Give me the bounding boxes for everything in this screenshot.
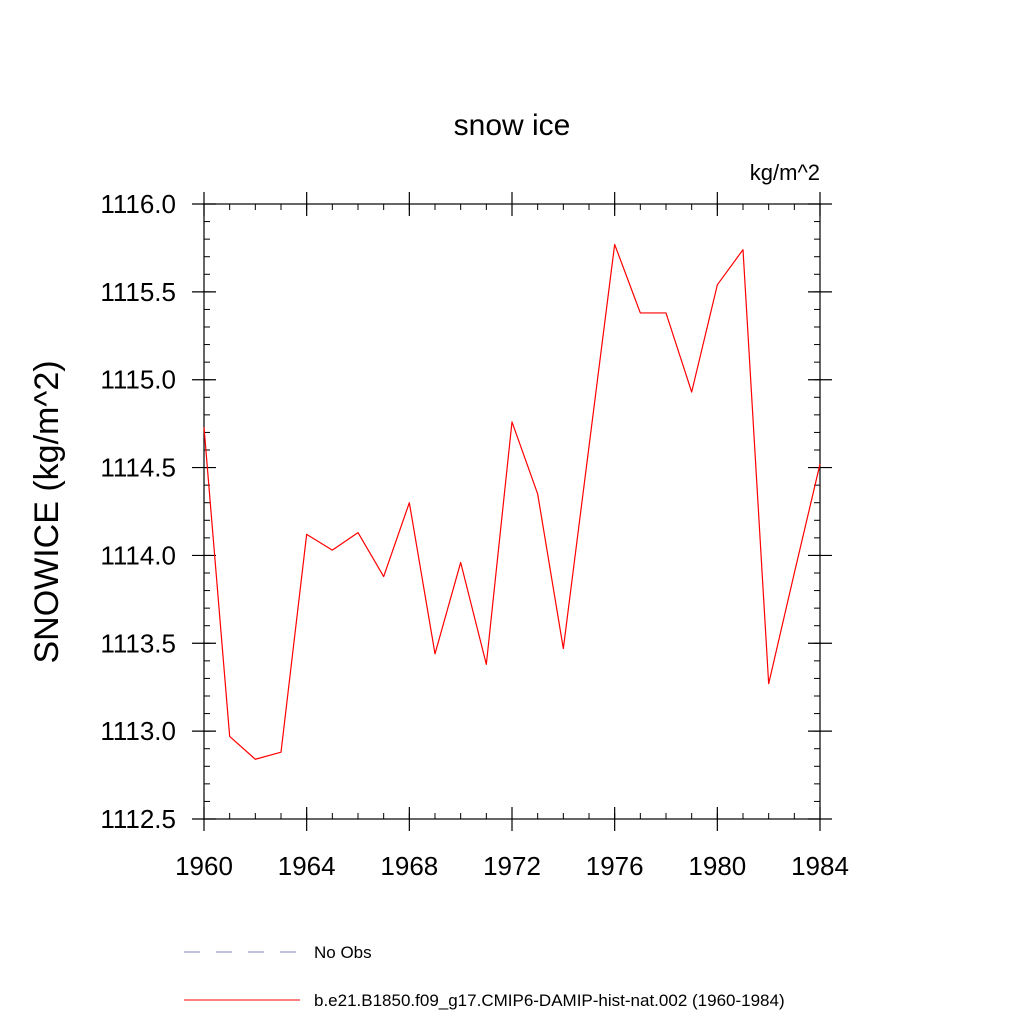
y-tick-label: 1114.0 bbox=[100, 540, 176, 570]
units-label: kg/m^2 bbox=[750, 160, 820, 185]
x-tick-labels: 1960 1964 1968 1972 1976 1980 1984 bbox=[175, 851, 849, 881]
x-tick-label: 1980 bbox=[688, 851, 746, 881]
y-tick-label: 1114.5 bbox=[100, 453, 176, 483]
major-ticks bbox=[192, 192, 832, 831]
y-tick-label: 1115.5 bbox=[100, 277, 176, 307]
chart-title: snow ice bbox=[454, 109, 571, 142]
plot-frame bbox=[203, 203, 821, 820]
legend-entry: No Obs bbox=[314, 943, 372, 962]
x-tick-label: 1972 bbox=[483, 851, 541, 881]
y-tick-label: 1115.0 bbox=[100, 365, 176, 395]
x-tick-label: 1960 bbox=[175, 851, 233, 881]
y-tick-label: 1116.0 bbox=[100, 189, 176, 219]
x-tick-label: 1984 bbox=[791, 851, 849, 881]
y-tick-label: 1112.5 bbox=[100, 804, 176, 834]
y-tick-labels: 1112.5 1113.0 1113.5 1114.0 1114.5 1115.0 1115… bbox=[100, 189, 176, 834]
series-layer bbox=[203, 243, 821, 760]
y-tick-label: 1113.0 bbox=[100, 716, 176, 746]
x-tick-label: 1968 bbox=[380, 851, 438, 881]
series-line bbox=[203, 243, 821, 760]
x-tick-label: 1976 bbox=[586, 851, 644, 881]
legend: No Obs b.e21.B1850.f09_g17.CMIP6-DAMIP-hi… bbox=[184, 943, 785, 1010]
minor-ticks bbox=[203, 203, 821, 820]
legend-entry: b.e21.B1850.f09_g17.CMIP6-DAMIP-hist-nat… bbox=[314, 991, 785, 1010]
y-tick-label: 1113.5 bbox=[100, 628, 176, 658]
y-axis-title: SNOWICE (kg/m^2) bbox=[28, 360, 66, 663]
x-tick-label: 1964 bbox=[278, 851, 336, 881]
